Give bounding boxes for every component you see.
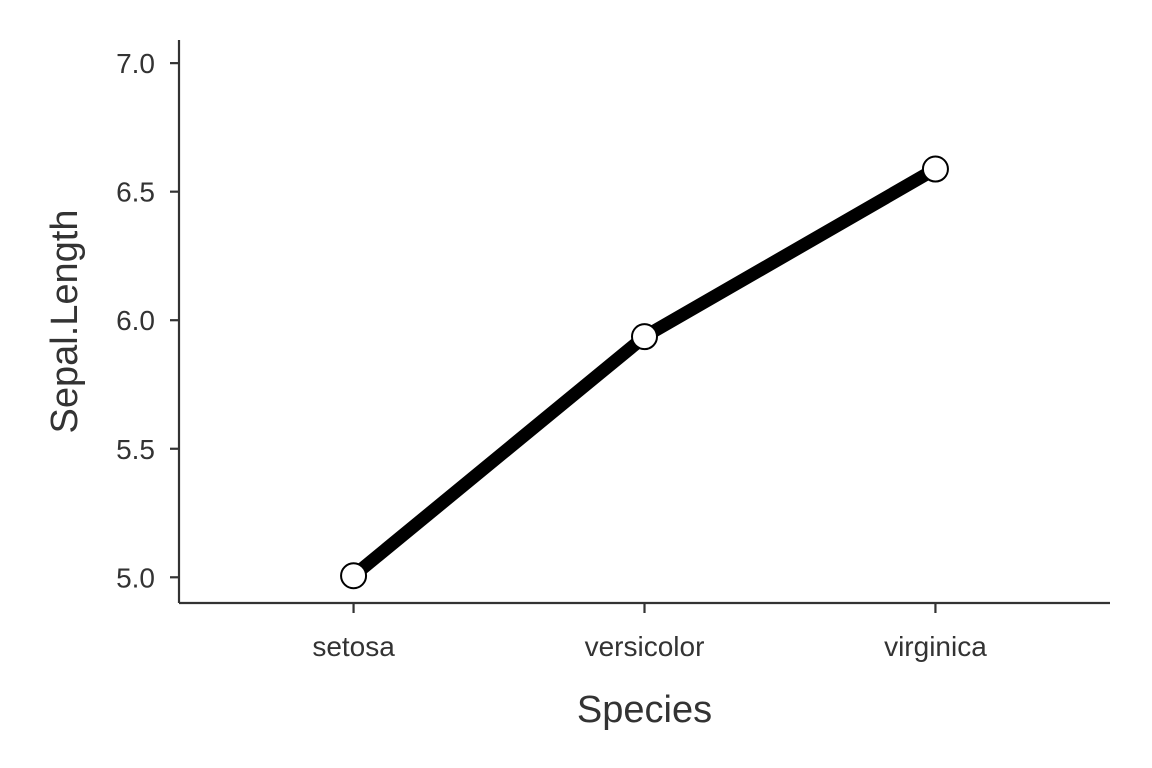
series-line <box>349 163 939 581</box>
data-point-versicolor <box>631 323 658 351</box>
y-tick-label: 6.5 <box>116 177 155 208</box>
x-tick-label-virginica: virginica <box>884 631 987 662</box>
data-point-setosa <box>340 562 368 590</box>
y-tick-label: 5.0 <box>116 562 155 593</box>
x-tick-label-setosa: setosa <box>312 631 395 662</box>
x-axis-title: Species <box>577 689 712 731</box>
plot-area <box>340 155 949 590</box>
y-tick-label: 6.0 <box>116 305 155 336</box>
data-point-virginica <box>921 155 949 183</box>
y-tick-label: 7.0 <box>116 48 155 79</box>
x-axis-ticks: setosa versicolor virginica <box>312 603 987 662</box>
y-axis-ticks: 5.0 5.5 6.0 6.5 7.0 <box>116 48 179 593</box>
x-tick-label-versicolor: versicolor <box>585 631 705 662</box>
y-tick-label: 5.5 <box>116 434 155 465</box>
y-axis-title: Sepal.Length <box>44 210 86 434</box>
